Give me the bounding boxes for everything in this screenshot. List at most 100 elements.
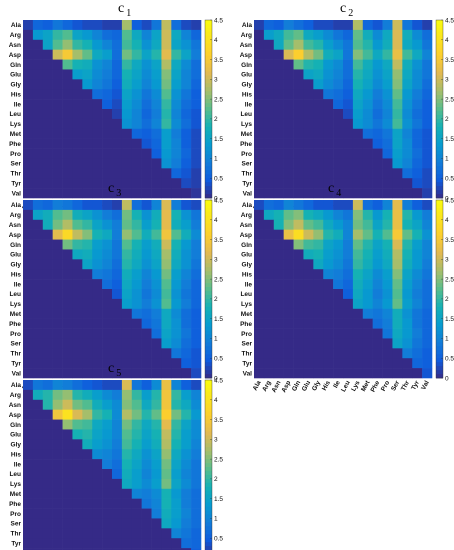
heatmap-cell-his-lys [352,89,364,100]
heatmap-cell-leu-tyr [181,289,192,300]
heatmap-cell-lys-lys [352,118,364,130]
heatmap-cell-thr-gln [293,348,304,359]
heatmap-cell-phe-val [191,498,202,509]
heatmap-cell-arg-his [323,29,334,41]
heatmap-cell-gly-ala [254,79,265,90]
heatmap-cell-asn-pro [382,219,393,230]
heatmap-cell-gly-leu [112,259,123,270]
heatmap-cell-tyr-asp [52,358,63,369]
heatmap-cell-pro-lys [352,148,364,159]
heatmap-cell-tyr-glu [72,358,83,369]
heatmap-cell-asp-pro [151,229,162,240]
colorbar-segment [205,399,212,405]
heatmap-cell-tyr-ser [392,358,403,369]
heatmap-cell-gly-ser [161,259,172,270]
heatmap-cell-thr-met [131,528,142,539]
heatmap-cell-ala-met [131,200,142,211]
heatmap-cell-lys-his [323,298,334,310]
heatmap-cell-asn-thr [171,399,182,410]
heatmap-cell-thr-ala [23,348,34,359]
heatmap-cell-val-arg [263,368,275,379]
heatmap-cell-val-phe [372,188,383,199]
heatmap-cell-ser-his [92,158,103,169]
heatmap-cell-glu-leu [343,69,354,80]
heatmap-cell-lys-ser [161,118,172,130]
heatmap-cell-pro-arg [263,148,275,159]
heatmap-cell-thr-ile [102,528,113,539]
heatmap-cell-tyr-ile [102,538,113,549]
heatmap-cell-gly-his [92,79,103,90]
heatmap-cell-tyr-asp [283,178,294,189]
heatmap-cell-glu-pro [382,69,393,80]
heatmap-cell-leu-ile [102,289,113,300]
heatmap-cell-ile-phe [141,99,152,110]
heatmap-cell-arg-ala [23,29,34,41]
heatmap-cell-glu-gln [62,69,73,80]
heatmap-cell-gln-ser [392,59,403,70]
heatmap-cell-gln-gly [82,419,93,430]
heatmap-cell-lys-ser [161,298,172,310]
heatmap-cell-tyr-ile [333,358,344,369]
heatmap-cell-gly-ile [102,79,113,90]
heatmap-cell-arg-asn [42,389,53,401]
heatmap-cell-glu-ser [161,429,172,440]
heatmap-cell-ile-tyr [412,99,423,110]
colorbar-segment [436,122,443,128]
heatmap-cell-tyr-ala [23,538,34,549]
heatmap-cell-phe-thr [171,138,182,149]
heatmap-cell-ile-gln [62,99,73,110]
heatmap-cell-asp-val [191,49,202,60]
heatmap-cell-phe-pro [151,498,162,509]
heatmap-cell-ala-thr [171,20,182,31]
heatmap-cell-thr-ala [254,348,265,359]
heatmap-cell-ser-met [131,338,142,349]
heatmap-cell-gly-asp [52,79,63,90]
row-label-gly: Gly [242,262,253,269]
column-label-ala: Ala [252,379,263,392]
heatmap-cell-ile-arg [32,99,44,110]
heatmap-cell-ile-pro [151,99,162,110]
heatmap-cell-gln-pro [382,239,393,250]
colorbar-segment [436,227,443,233]
heatmap-cell-asp-phe [141,229,152,240]
heatmap-cell-asp-his [323,229,334,240]
heatmap-cell-asp-ile [333,49,344,60]
heatmap-cell-met-val [422,128,433,139]
heatmap-cell-his-ile [102,89,113,100]
heatmap-cell-his-tyr [181,449,192,460]
row-label-thr: Thr [11,531,22,538]
heatmap-cell-leu-val [191,109,202,120]
heatmap-cell-his-ile [102,449,113,460]
heatmap-cell-gly-arg [263,259,275,270]
colorbar-segment [436,370,443,375]
panel-title-letter: c [118,1,124,16]
heatmap-cell-lys-arg [263,118,275,130]
heatmap-cell-val-ala [23,368,34,379]
heatmap-cell-asp-met [362,229,373,240]
heatmap-cell-gln-phe [372,239,383,250]
heatmap-cell-tyr-ser [392,178,403,189]
heatmap-cell-ala-lys [121,20,133,31]
heatmap-cell-asp-gly [82,229,93,240]
heatmap-cell-ser-ser [161,158,172,169]
heatmap-cell-ala-arg [263,200,275,211]
heatmap-cell-his-met [131,269,142,280]
heatmap-cell-ala-gln [293,20,304,31]
heatmap-cell-val-ile [102,188,113,199]
heatmap-cell-his-tyr [181,89,192,100]
heatmap-cell-his-leu [112,89,123,100]
heatmap-cell-lys-ala [23,478,34,490]
heatmap-cell-ile-val [422,99,433,110]
heatmap-cell-asp-gln [62,49,73,60]
colorbar-segment [205,247,212,252]
heatmap-cell-ala-asn [273,200,284,211]
heatmap-cell-ser-pro [151,518,162,529]
heatmap-cell-gly-phe [141,79,152,90]
row-label-asp: Asp [240,52,252,59]
heatmap-cell-gln-ser [161,419,172,430]
heatmap-cell-gln-ser [392,239,403,250]
heatmap-cell-glu-ile [333,249,344,260]
heatmap-cell-glu-met [362,69,373,80]
heatmap-cell-gly-met [131,259,142,270]
heatmap-cell-ser-phe [141,338,152,349]
